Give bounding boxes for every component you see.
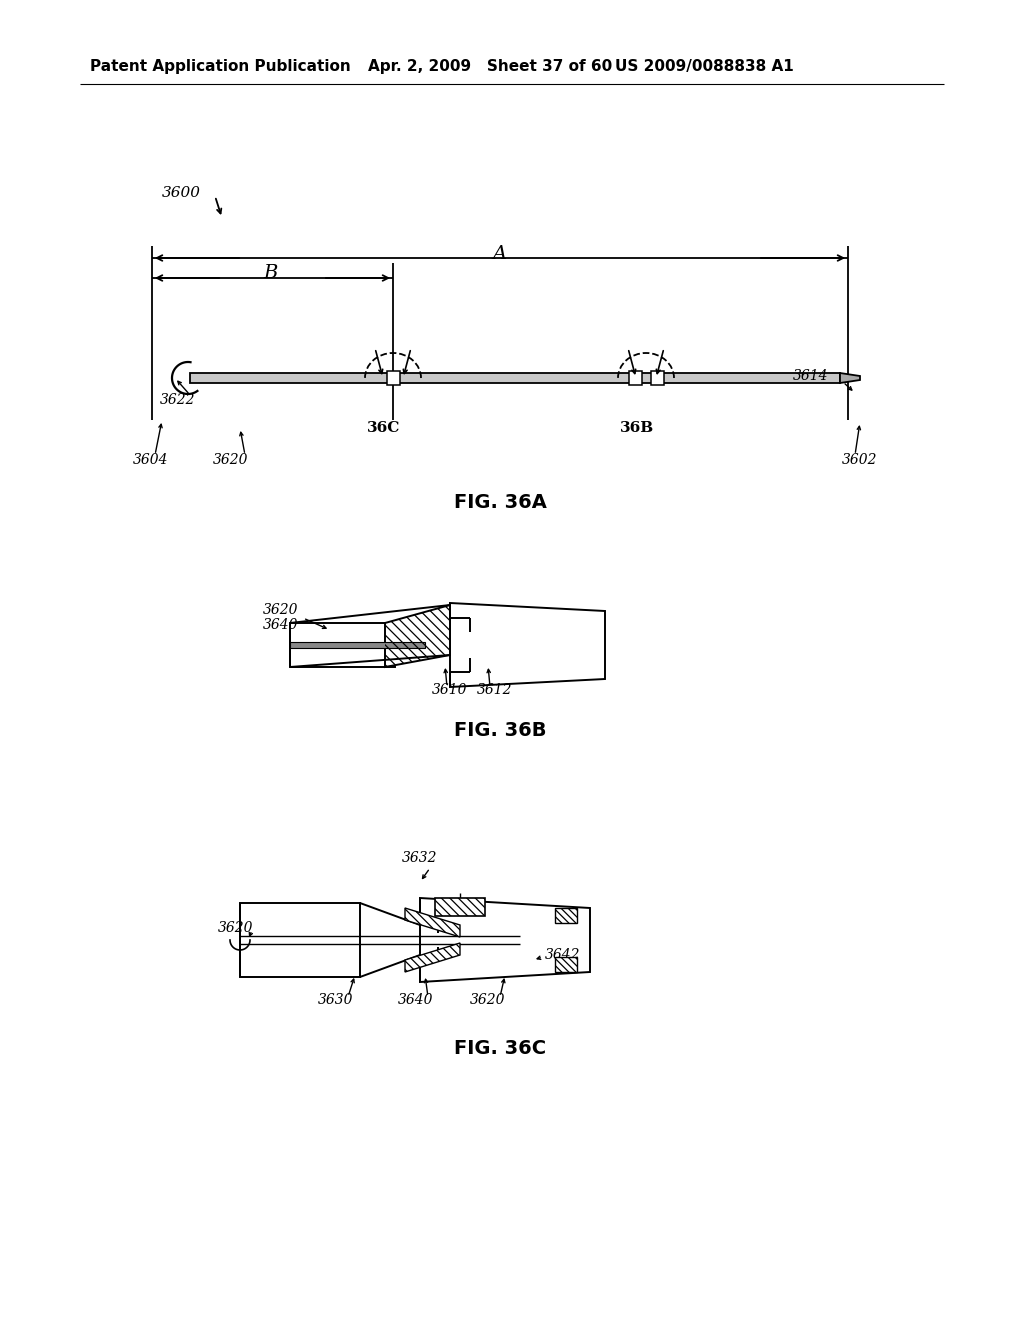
Polygon shape <box>290 642 425 648</box>
Text: FIG. 36A: FIG. 36A <box>454 494 547 512</box>
Text: 3620: 3620 <box>470 993 506 1007</box>
Polygon shape <box>450 603 605 686</box>
Text: 3600: 3600 <box>162 186 201 201</box>
Text: A: A <box>493 246 507 263</box>
Text: Apr. 2, 2009   Sheet 37 of 60: Apr. 2, 2009 Sheet 37 of 60 <box>368 59 612 74</box>
Polygon shape <box>290 623 395 667</box>
Polygon shape <box>240 903 360 977</box>
Text: Patent Application Publication: Patent Application Publication <box>90 59 351 74</box>
Text: FIG. 36B: FIG. 36B <box>454 721 546 739</box>
Polygon shape <box>840 374 860 383</box>
Text: US 2009/0088838 A1: US 2009/0088838 A1 <box>615 59 794 74</box>
Text: FIG. 36C: FIG. 36C <box>454 1039 546 1057</box>
Text: 36B: 36B <box>620 421 654 436</box>
Bar <box>190 374 840 383</box>
Text: 3610: 3610 <box>432 682 468 697</box>
Text: 3604: 3604 <box>133 453 169 467</box>
Text: 3614: 3614 <box>793 370 828 383</box>
Polygon shape <box>406 942 460 972</box>
Polygon shape <box>555 908 577 923</box>
Polygon shape <box>420 898 590 982</box>
Text: 3632: 3632 <box>402 851 437 865</box>
Text: 3630: 3630 <box>318 993 353 1007</box>
Polygon shape <box>406 908 460 937</box>
Text: 3620: 3620 <box>218 921 254 935</box>
Text: 3620: 3620 <box>263 603 299 616</box>
Text: 36C: 36C <box>368 421 400 436</box>
Text: 3620: 3620 <box>213 453 249 467</box>
Bar <box>651 371 664 385</box>
Text: 3640: 3640 <box>398 993 433 1007</box>
Polygon shape <box>435 898 485 916</box>
Text: B: B <box>263 264 278 282</box>
Bar <box>629 371 642 385</box>
Text: 3602: 3602 <box>842 453 878 467</box>
Polygon shape <box>555 957 577 972</box>
Text: 3612: 3612 <box>477 682 512 697</box>
Text: 3640: 3640 <box>263 618 299 632</box>
Polygon shape <box>385 605 450 667</box>
Bar <box>387 371 400 385</box>
Text: 3622: 3622 <box>160 393 196 407</box>
Text: 3642: 3642 <box>545 948 581 962</box>
